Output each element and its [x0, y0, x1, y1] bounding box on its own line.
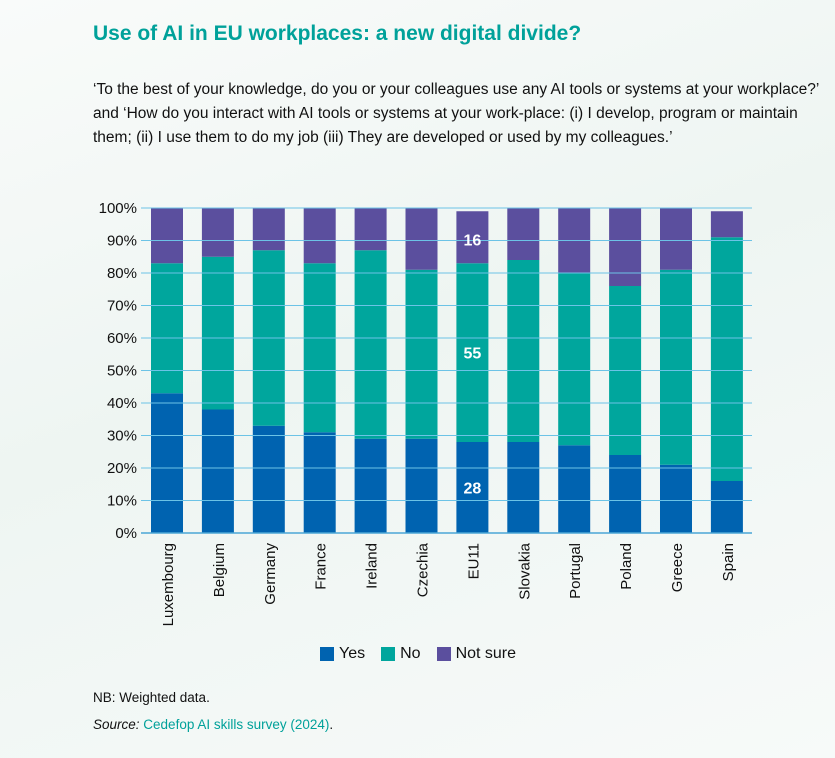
y-tick-label: 60%: [107, 330, 137, 347]
y-tick-label: 90%: [107, 233, 137, 250]
y-tick-label: 80%: [107, 265, 137, 282]
y-tick-label: 10%: [107, 493, 137, 510]
bar-segment-no: [507, 260, 540, 442]
legend-swatch-yes: [320, 647, 334, 661]
y-tick-label: 50%: [107, 363, 137, 380]
source: Source: Cedefop AI skills survey (2024).: [93, 717, 333, 732]
chart-title: Use of AI in EU workplaces: a new digita…: [93, 22, 582, 45]
bar-segment-yes: [558, 445, 591, 533]
legend-label: Yes: [339, 645, 366, 662]
legend: Yes No Not sure: [320, 645, 516, 663]
x-tick-label: Ireland: [364, 543, 381, 589]
bar-segment-not-sure: [609, 208, 642, 286]
bar-segment-not-sure: [303, 208, 336, 264]
source-end: .: [329, 717, 334, 732]
legend-item-not-sure: Not sure: [436, 645, 517, 663]
x-tick-label: Portugal: [567, 543, 584, 599]
data-label: 55: [464, 346, 482, 363]
source-link[interactable]: Cedefop AI skills survey (2024): [143, 717, 330, 732]
bar-segment-yes: [201, 409, 234, 533]
bar-segment-no: [354, 250, 387, 439]
legend-label: Not sure: [455, 645, 517, 662]
y-tick-label: 40%: [107, 395, 137, 412]
x-tick-label: Luxembourg: [160, 543, 177, 626]
bar-segment-yes: [456, 442, 489, 533]
bar-segment-yes: [354, 438, 387, 533]
legend-swatch-not-sure: [436, 647, 451, 661]
x-tick-label: Greece: [669, 543, 686, 592]
y-tick-label: 100%: [99, 200, 137, 217]
bar-segment-not-sure: [456, 211, 489, 264]
x-tick-label: France: [313, 543, 330, 590]
bar-segment-yes: [303, 432, 336, 533]
bar-segment-not-sure: [151, 208, 183, 264]
bar-segment-not-sure: [710, 211, 743, 238]
bar-segment-not-sure: [201, 208, 234, 257]
bar-segment-no: [660, 269, 692, 465]
bar-segment-yes: [660, 464, 692, 533]
bar-segment-yes: [405, 438, 438, 533]
x-tick-label: EU11: [465, 543, 482, 579]
bar-segment-yes: [507, 442, 540, 533]
bar-segment-not-sure: [252, 208, 285, 251]
x-tick-label: Belgium: [211, 543, 228, 597]
bar-segment-yes: [151, 393, 183, 533]
legend-swatch-no: [381, 647, 396, 661]
legend-item-no: No: [381, 645, 421, 663]
data-label: 16: [464, 233, 482, 250]
data-label: 28: [464, 481, 482, 498]
source-label: Source:: [93, 717, 140, 732]
legend-item-yes: Yes: [320, 645, 365, 663]
bar-segment-no: [405, 269, 438, 439]
x-tick-label: Slovakia: [516, 542, 533, 599]
x-tick-label: Germany: [262, 543, 279, 605]
y-tick-label: 70%: [107, 298, 137, 315]
bar-segment-yes: [710, 481, 743, 533]
bar-segment-not-sure: [354, 208, 387, 251]
bar-segment-yes: [609, 455, 642, 533]
x-tick-label: Czechia: [415, 542, 432, 597]
bar-segment-not-sure: [405, 208, 438, 270]
x-tick-label: Spain: [720, 543, 737, 581]
x-tick-label: Poland: [618, 543, 635, 590]
y-tick-label: 0%: [115, 525, 137, 542]
bar-segment-no: [201, 256, 234, 410]
bar-segment-not-sure: [507, 208, 540, 260]
bar-segment-yes: [252, 425, 285, 533]
bar-segment-no: [303, 263, 336, 433]
bar-segment-not-sure: [660, 208, 692, 270]
bar-segment-no: [710, 237, 743, 481]
y-tick-label: 20%: [107, 460, 137, 477]
bar-segment-no: [151, 263, 183, 394]
legend-label: No: [400, 645, 421, 662]
y-tick-label: 30%: [107, 428, 137, 445]
note: NB: Weighted data.: [93, 690, 210, 705]
bar-segment-no: [456, 263, 489, 442]
bar-segment-no: [558, 273, 591, 446]
chart-subtitle: ‘To the best of your knowledge, do you o…: [93, 81, 819, 146]
stacked-bar-chart: Luxembourg Belgium Germany France Ireland Cze…: [99, 200, 752, 626]
